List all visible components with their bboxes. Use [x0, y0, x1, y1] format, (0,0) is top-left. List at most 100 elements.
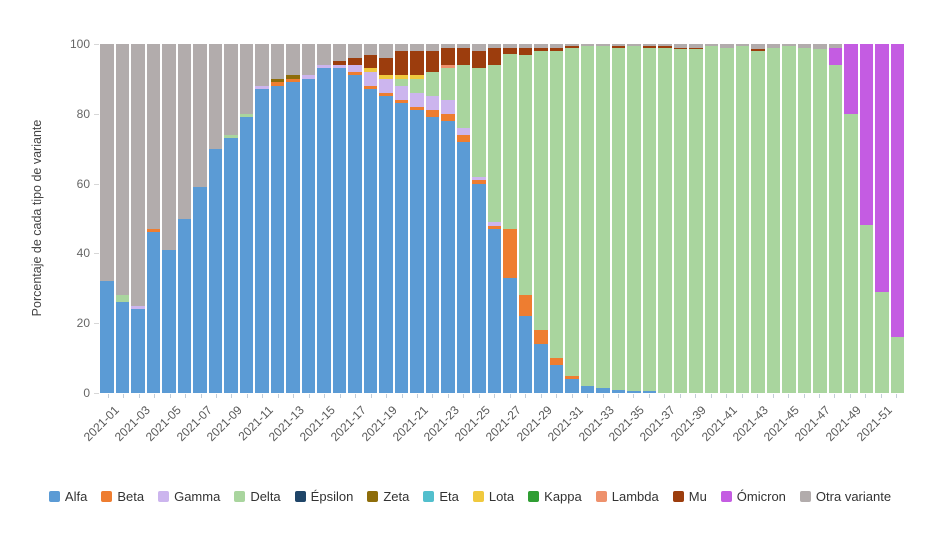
segment-alfa[interactable] — [534, 344, 548, 393]
bar-2021-39[interactable] — [689, 44, 703, 393]
segment-delta[interactable] — [766, 47, 780, 393]
segment-otra-variante[interactable] — [627, 44, 641, 46]
segment-delta[interactable] — [534, 51, 548, 331]
bar-2021-01[interactable] — [100, 44, 114, 393]
segment-alfa[interactable] — [565, 379, 579, 393]
segment-gamma[interactable] — [410, 92, 424, 107]
segment-beta[interactable] — [565, 375, 579, 380]
segment-mu[interactable] — [394, 51, 408, 76]
segment-delta[interactable] — [596, 45, 610, 388]
segment-beta[interactable] — [270, 82, 284, 86]
bar-2021-48[interactable] — [828, 44, 842, 393]
segment-gamma[interactable] — [487, 222, 501, 226]
bar-2021-37[interactable] — [658, 44, 672, 393]
segment-delta[interactable] — [859, 225, 873, 393]
bar-2021-34[interactable] — [611, 44, 625, 393]
segment-beta[interactable] — [286, 78, 300, 83]
segment-beta[interactable] — [518, 295, 532, 317]
segment-otra-variante[interactable] — [363, 44, 377, 55]
bar-2021-31[interactable] — [565, 44, 579, 393]
segment-alfa[interactable] — [580, 386, 594, 393]
segment-otra-variante[interactable] — [503, 44, 517, 48]
segment-alfa[interactable] — [394, 103, 408, 393]
segment-otra-variante[interactable] — [704, 44, 718, 46]
segment-mu[interactable] — [518, 47, 532, 55]
bar-2021-23[interactable] — [441, 44, 455, 393]
segment-alfa[interactable] — [642, 391, 656, 393]
segment-delta[interactable] — [751, 50, 765, 393]
segment-lota[interactable] — [394, 75, 408, 79]
segment-mu[interactable] — [425, 51, 439, 72]
segment-delta[interactable] — [720, 47, 734, 393]
segment-otra-variante[interactable] — [100, 44, 114, 282]
segment-delta[interactable] — [487, 64, 501, 223]
bar-2021-16[interactable] — [332, 44, 346, 393]
segment-delta[interactable] — [735, 45, 749, 393]
bar-2021-28[interactable] — [518, 44, 532, 393]
bar-2021-27[interactable] — [503, 44, 517, 393]
bar-2021-09[interactable] — [224, 44, 238, 393]
segment-otra-variante[interactable] — [441, 44, 455, 48]
segment-alfa[interactable] — [239, 117, 253, 393]
bar-2021-51[interactable] — [875, 44, 889, 393]
segment-alfa[interactable] — [146, 232, 160, 393]
segment-gamma[interactable] — [456, 127, 470, 135]
segment-alfa[interactable] — [301, 78, 315, 393]
bar-2021-19[interactable] — [379, 44, 393, 393]
segment-mu[interactable] — [472, 51, 486, 69]
bar-2021-41[interactable] — [720, 44, 734, 393]
segment-otra-variante[interactable] — [751, 44, 765, 50]
bar-2021-46[interactable] — [797, 44, 811, 393]
segment-delta[interactable] — [673, 49, 687, 393]
segment-delta[interactable] — [658, 47, 672, 393]
segment-beta[interactable] — [363, 85, 377, 90]
segment-gamma[interactable] — [425, 96, 439, 111]
bar-2021-30[interactable] — [549, 44, 563, 393]
segment-mu[interactable] — [348, 58, 362, 65]
segment-mu[interactable] — [642, 45, 656, 48]
segment-otra-variante[interactable] — [162, 44, 176, 250]
segment-alfa[interactable] — [270, 85, 284, 393]
segment-mu[interactable] — [332, 61, 346, 65]
segment-otra-variante[interactable] — [131, 44, 145, 306]
segment-delta[interactable] — [689, 49, 703, 393]
segment-otra-variante[interactable] — [472, 44, 486, 52]
bar-2021-06[interactable] — [177, 44, 191, 393]
segment-gamma[interactable] — [317, 64, 331, 69]
segment-otra-variante[interactable] — [782, 44, 796, 46]
segment-otra-variante[interactable] — [596, 44, 610, 46]
bar-2021-03[interactable] — [131, 44, 145, 393]
bar-2021-08[interactable] — [208, 44, 222, 393]
segment-otra-variante[interactable] — [549, 44, 563, 48]
segment-alfa[interactable] — [518, 316, 532, 393]
segment-mu[interactable] — [658, 45, 672, 48]
segment-mu[interactable] — [673, 47, 687, 50]
bar-2021-45[interactable] — [782, 44, 796, 393]
bar-2021-47[interactable] — [813, 44, 827, 393]
segment-alfa[interactable] — [611, 389, 625, 393]
segment-otra-variante[interactable] — [828, 44, 842, 48]
segment-otra-variante[interactable] — [580, 44, 594, 46]
segment-alfa[interactable] — [472, 183, 486, 393]
segment-beta[interactable] — [441, 113, 455, 121]
segment-delta[interactable] — [844, 113, 858, 393]
segment-otra-variante[interactable] — [379, 44, 393, 58]
bar-2021-11[interactable] — [255, 44, 269, 393]
segment-mu[interactable] — [549, 47, 563, 52]
segment-delta[interactable] — [224, 134, 238, 139]
segment-gamma[interactable] — [131, 305, 145, 310]
segment-otra-variante[interactable] — [425, 44, 439, 52]
segment-omicron[interactable] — [859, 44, 873, 226]
segment-otra-variante[interactable] — [813, 44, 827, 50]
segment-alfa[interactable] — [363, 89, 377, 393]
bar-2021-25[interactable] — [472, 44, 486, 393]
segment-delta[interactable] — [456, 64, 470, 128]
segment-beta[interactable] — [549, 358, 563, 366]
segment-alfa[interactable] — [487, 228, 501, 393]
segment-omicron[interactable] — [844, 44, 858, 114]
segment-delta[interactable] — [782, 45, 796, 393]
segment-mu[interactable] — [565, 45, 579, 48]
segment-mu[interactable] — [611, 45, 625, 48]
segment-mu[interactable] — [456, 47, 470, 65]
segment-otra-variante[interactable] — [673, 44, 687, 48]
